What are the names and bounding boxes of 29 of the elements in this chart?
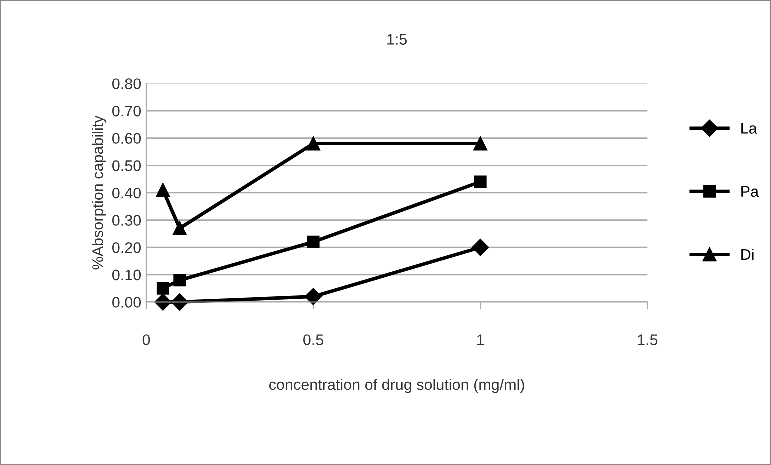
point — [306, 136, 320, 151]
x-tick-label: 1.5 — [638, 334, 658, 346]
point — [304, 288, 322, 306]
y-tick-label: 0.80 — [112, 78, 142, 90]
point — [156, 183, 170, 198]
legend-label: Pa — [742, 186, 760, 198]
point — [472, 239, 490, 256]
legend-label: La — [742, 123, 758, 134]
x-tick-label: 1 — [478, 334, 484, 346]
y-tick-label: 0.00 — [112, 297, 142, 308]
y-tick-label: 0.50 — [112, 160, 142, 172]
point — [172, 222, 187, 236]
y-axis-title: %Absorption capability — [92, 116, 106, 270]
point — [174, 274, 186, 287]
x-tick-label: 0 — [142, 334, 150, 346]
legend-label: Di — [742, 248, 754, 260]
point — [474, 176, 487, 188]
y-tick-label: 0.60 — [112, 133, 142, 144]
point — [307, 236, 320, 248]
point — [156, 282, 170, 295]
x-tick-label: 0.5 — [304, 334, 324, 346]
y-tick-label: 0.40 — [112, 188, 142, 199]
chart-title: 1:5 — [388, 34, 408, 45]
y-tick-label: 0.20 — [112, 242, 142, 254]
point — [474, 136, 488, 151]
x-axis-title: concentration of drug solution (mg/ml) — [270, 378, 524, 394]
y-tick-label: 0.30 — [112, 215, 142, 226]
y-tick-label: 0.70 — [112, 106, 142, 117]
y-tick-label: 0.10 — [112, 270, 142, 281]
